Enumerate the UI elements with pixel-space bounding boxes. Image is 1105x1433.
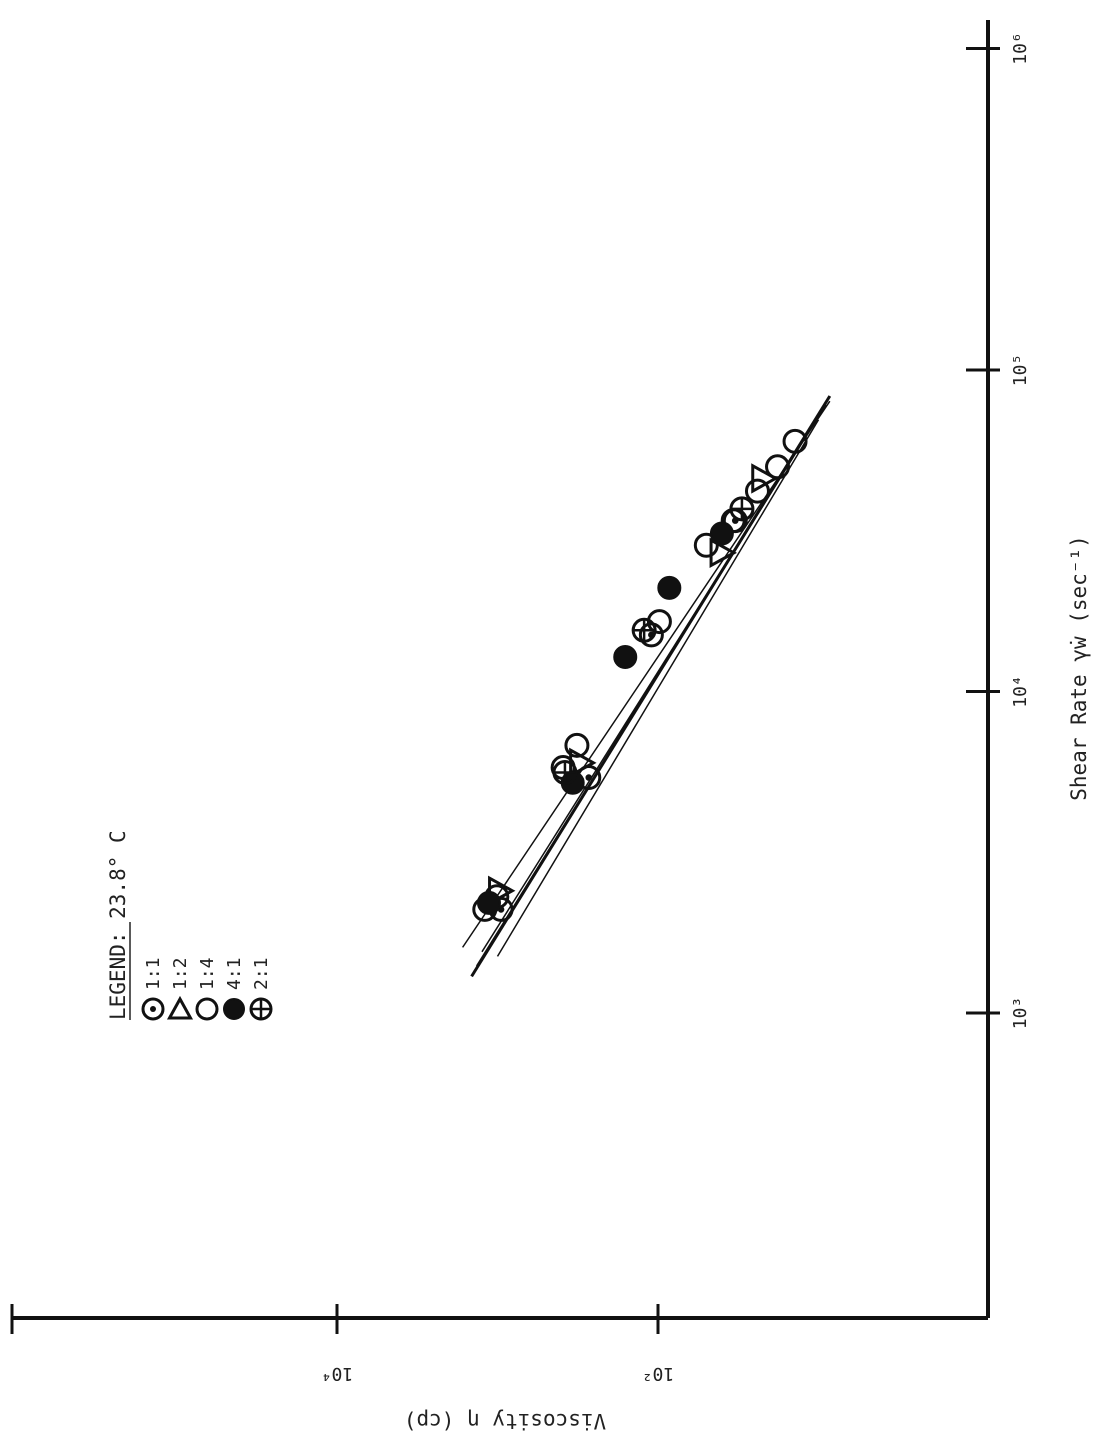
filled-circle-marker [657, 575, 682, 600]
filled-circle-marker [223, 998, 245, 1020]
legend-label: 1:2 [170, 957, 191, 990]
legend-label: 1:4 [197, 957, 218, 990]
triangle-marker [709, 537, 737, 568]
legend-entries: 1:1 1:2 1:4 4:1 2:1 [141, 957, 273, 1021]
crossed-circle-marker [552, 759, 578, 785]
crossed-circle-marker [729, 496, 755, 522]
open-circle-marker [765, 454, 791, 480]
triangle-marker [488, 875, 516, 906]
legend-label: 2:1 [251, 957, 272, 990]
crossed-circle-marker [249, 997, 273, 1021]
triangle-marker [166, 995, 194, 1020]
filled-circle-marker [613, 645, 638, 670]
series-2-1 [552, 496, 755, 785]
triangle-marker [751, 463, 779, 494]
crossed-circle-marker [631, 617, 657, 643]
dotted-circle-marker [141, 997, 165, 1021]
open-circle-marker [744, 478, 770, 504]
fit-line [461, 400, 831, 948]
open-circle-marker [564, 732, 590, 758]
x-tick-label: 10⁵ [1010, 354, 1031, 387]
series-4-1 [476, 521, 734, 915]
series-1-4 [472, 428, 808, 922]
y-axis-title: Viscosity η (cp) [404, 1409, 606, 1433]
legend: LEGEND: 23.8° C 1:1 1:2 1:4 4:1 2:1 [106, 830, 273, 1021]
x-tick-label: 10⁴ [1010, 675, 1031, 708]
axes [12, 20, 990, 1320]
y-tick-label: 10² [642, 1363, 675, 1384]
x-tick-label: 10³ [1010, 997, 1031, 1030]
open-circle-marker [195, 997, 219, 1021]
ticks: 10³ 10⁴ 10⁵ 10⁶ 10⁴ 10² [10, 32, 1031, 1384]
fit-lines [461, 395, 832, 978]
legend-title: LEGEND: 23.8° C [106, 830, 130, 1020]
legend-label: 4:1 [224, 957, 245, 990]
legend-label: 1:1 [143, 957, 164, 990]
fit-line [481, 436, 807, 953]
open-circle-marker [782, 428, 808, 454]
filled-circle-marker [476, 890, 501, 915]
x-axis-title: Shear Rate γ̇w (sec⁻¹) [1067, 535, 1091, 801]
fit-line [496, 419, 820, 957]
filled-circle-marker [709, 521, 734, 546]
open-circle-marker [693, 532, 719, 558]
data-points [472, 428, 808, 922]
x-tick-label: 10⁶ [1010, 32, 1031, 65]
y-tick-label: 10⁴ [321, 1363, 354, 1384]
